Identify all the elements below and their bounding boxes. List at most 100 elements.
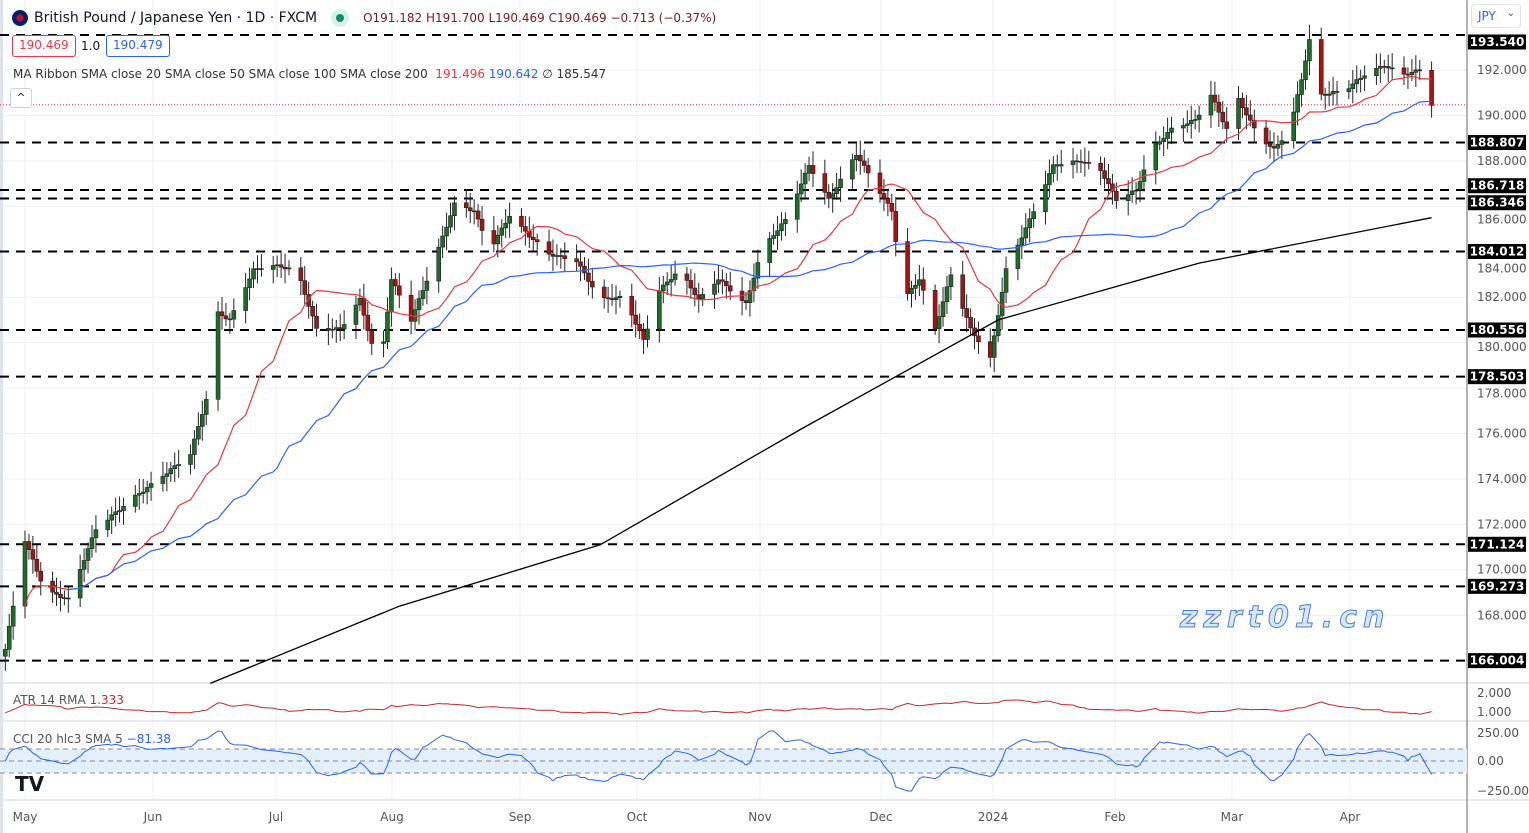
candle-up bbox=[909, 287, 914, 294]
candle-up bbox=[1409, 72, 1415, 76]
candle-down bbox=[463, 202, 469, 209]
x-tick-label: Sep bbox=[509, 810, 532, 824]
x-tick-label: May bbox=[13, 810, 38, 824]
candle-up bbox=[109, 514, 114, 521]
ma-ribbon-legend[interactable]: MA Ribbon SMA close 20 SMA close 50 SMA … bbox=[13, 67, 606, 81]
candle-down bbox=[1267, 143, 1273, 147]
candle-up bbox=[850, 159, 855, 180]
candle-up bbox=[6, 625, 12, 650]
candle-up bbox=[22, 541, 28, 607]
candles bbox=[2, 24, 1434, 671]
candle-up bbox=[164, 473, 170, 477]
buy-price-button[interactable]: 190.479 bbox=[106, 35, 170, 57]
candle-down bbox=[877, 172, 883, 194]
candle-up bbox=[1236, 98, 1241, 129]
candle-down bbox=[1240, 98, 1245, 108]
candle-down bbox=[633, 314, 639, 325]
candle-down bbox=[932, 289, 938, 329]
left-border bbox=[0, 0, 3, 833]
candle-down bbox=[1212, 94, 1218, 103]
candle-up bbox=[420, 290, 426, 299]
candle-up bbox=[424, 280, 430, 291]
candle-down bbox=[826, 192, 832, 199]
candle-down bbox=[26, 541, 32, 550]
tradingview-logo[interactable]: TV bbox=[15, 772, 45, 796]
candle-up bbox=[1295, 94, 1300, 113]
candle-up bbox=[176, 464, 181, 466]
candle-down bbox=[1318, 39, 1324, 95]
candle-up bbox=[1188, 119, 1194, 125]
candle-up bbox=[712, 283, 717, 295]
candle-up bbox=[834, 187, 839, 195]
sma50-value: 190.642 bbox=[488, 67, 539, 81]
candle-down bbox=[361, 297, 367, 316]
candle-up bbox=[381, 341, 386, 344]
cci-legend[interactable]: CCI 20 hlc3 SMA 5 −81.38 bbox=[13, 732, 171, 746]
market-status-icon[interactable] bbox=[331, 9, 350, 27]
candle-up bbox=[806, 165, 812, 174]
candle-up bbox=[747, 290, 753, 303]
candle-up bbox=[105, 519, 111, 531]
x-tick-label: Dec bbox=[869, 810, 892, 824]
watermark: zzrt01.cn bbox=[1179, 600, 1391, 636]
candle-up bbox=[672, 273, 678, 280]
candle-up bbox=[385, 311, 390, 343]
candle-down bbox=[558, 255, 564, 257]
sma200-line bbox=[209, 217, 1432, 685]
candle-down bbox=[550, 253, 556, 257]
candle-up bbox=[838, 178, 843, 188]
candle-down bbox=[987, 341, 993, 358]
candle-up bbox=[554, 255, 560, 257]
candle-up bbox=[798, 183, 804, 195]
level-label: 193.540 bbox=[1470, 35, 1525, 49]
atr-legend[interactable]: ATR 14 RMA 1.333 bbox=[13, 693, 124, 707]
candle-down bbox=[692, 287, 698, 296]
candle-down bbox=[1244, 107, 1249, 116]
candle-up bbox=[1330, 91, 1336, 95]
candle-up bbox=[121, 506, 126, 511]
candle-down bbox=[905, 241, 910, 294]
atr-label: ATR 14 RMA bbox=[13, 693, 86, 707]
symbol-title[interactable]: British Pound / Japanese Yen · 1D · FXCM bbox=[34, 10, 318, 26]
symbol-header: British Pound / Japanese Yen · 1D · FXCM… bbox=[12, 9, 716, 27]
currency-selector[interactable]: JPY ⌄ bbox=[1471, 4, 1521, 28]
candle-up bbox=[499, 227, 505, 236]
candle-up bbox=[617, 295, 623, 298]
candle-down bbox=[609, 298, 615, 300]
candle-down bbox=[688, 280, 694, 289]
candle-down bbox=[1102, 170, 1107, 179]
candle-up bbox=[1137, 181, 1143, 191]
level-label-bg bbox=[1468, 536, 1526, 552]
sma50-line bbox=[68, 100, 1432, 591]
candle-down bbox=[34, 558, 40, 572]
candle-up bbox=[613, 297, 619, 300]
candle-down bbox=[601, 286, 607, 299]
candle-up bbox=[133, 494, 138, 507]
sma20-line bbox=[24, 75, 1432, 606]
candle-up bbox=[1153, 143, 1159, 171]
candle-down bbox=[1074, 160, 1080, 163]
sell-price-button[interactable]: 190.469 bbox=[12, 35, 76, 57]
candle-up bbox=[771, 235, 776, 239]
candle-down bbox=[298, 267, 304, 281]
candle-down bbox=[1086, 162, 1092, 164]
candle-up bbox=[1129, 190, 1135, 195]
candle-down bbox=[1385, 66, 1391, 69]
candle-up bbox=[136, 493, 142, 496]
candle-up bbox=[802, 172, 808, 185]
x-tick-label: Jun bbox=[143, 810, 163, 824]
collapse-legend-button[interactable]: ^ bbox=[10, 88, 32, 108]
candle-up bbox=[1027, 218, 1032, 229]
level-label-bg bbox=[1468, 243, 1526, 259]
candle-up bbox=[913, 284, 918, 289]
candle-down bbox=[743, 300, 749, 303]
candle-down bbox=[219, 311, 225, 317]
level-label: 180.556 bbox=[1470, 323, 1525, 337]
candle-down bbox=[1078, 161, 1084, 163]
candle-down bbox=[408, 294, 414, 322]
low-value: L190.469 bbox=[488, 11, 545, 25]
candle-down bbox=[727, 285, 733, 292]
candle-down bbox=[467, 207, 473, 212]
change-value: −0.713 (−0.37%) bbox=[610, 11, 717, 25]
